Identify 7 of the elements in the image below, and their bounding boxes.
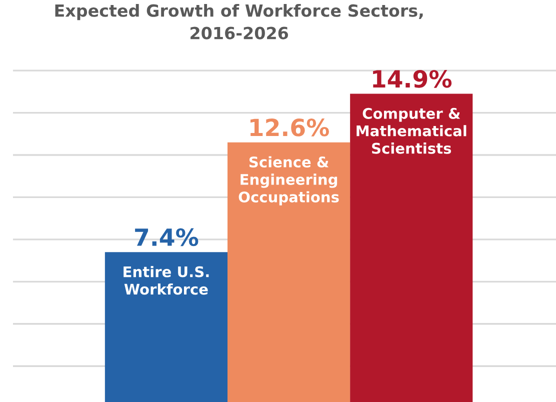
data-label: 14.9% bbox=[373, 70, 452, 88]
chart-title: Expected Growth of Workforce Sectors, 2016-2026 bbox=[55, 4, 423, 40]
x-tick-label: Computer & Mathematical Scientists bbox=[356, 108, 466, 154]
data-label: 12.6% bbox=[250, 118, 329, 136]
x-tick-label: Entire U.S. Workforce bbox=[124, 266, 209, 295]
x-tick-label: Science & Engineering Occupations bbox=[238, 156, 339, 206]
data-label: 7.4% bbox=[135, 228, 198, 246]
